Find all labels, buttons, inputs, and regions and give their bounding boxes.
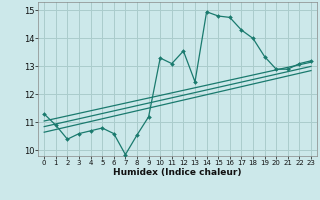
X-axis label: Humidex (Indice chaleur): Humidex (Indice chaleur) <box>113 168 242 177</box>
